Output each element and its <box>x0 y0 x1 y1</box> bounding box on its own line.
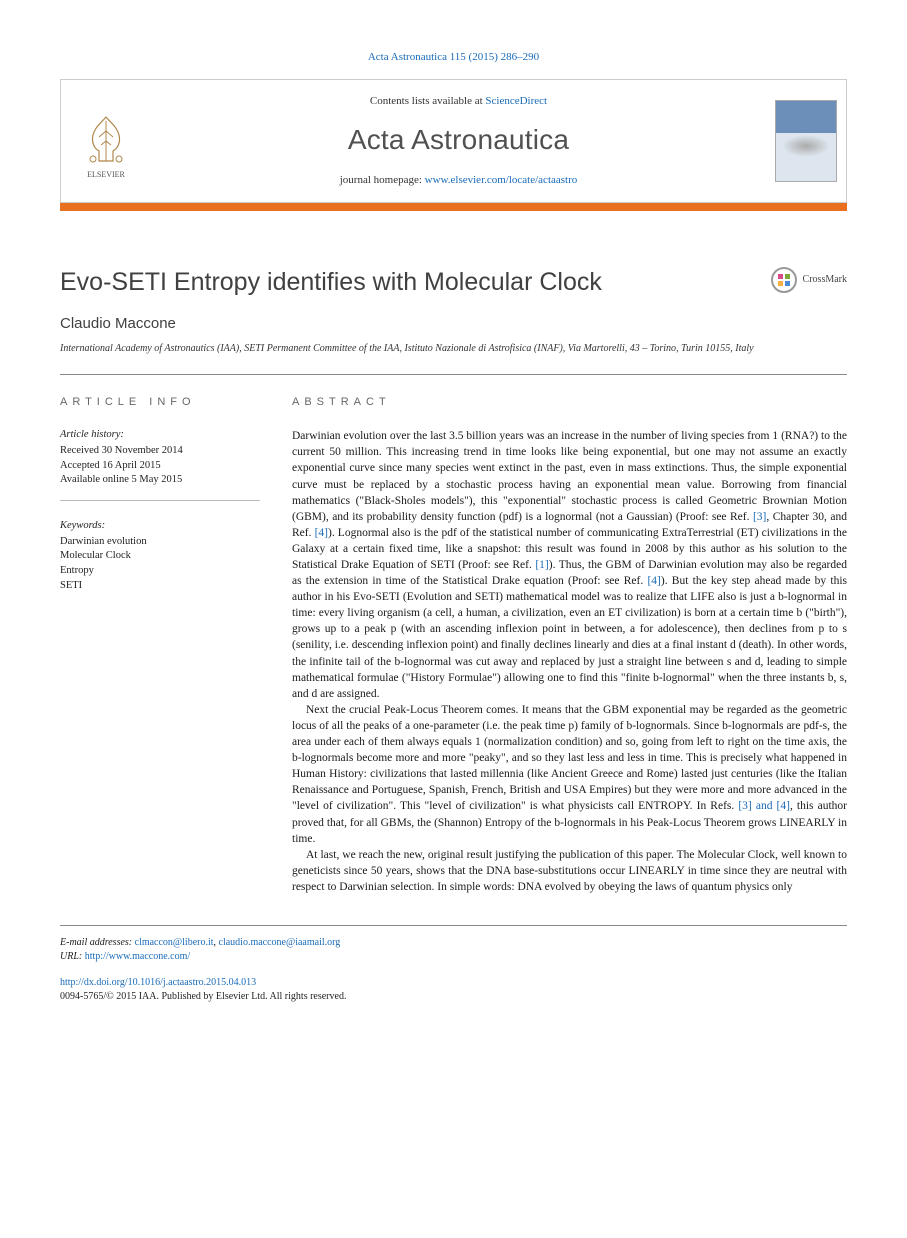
email-label: E-mail addresses: <box>60 937 135 948</box>
publisher-name: ELSEVIER <box>87 169 125 180</box>
crossmark-label: CrossMark <box>803 273 847 287</box>
author-url-link[interactable]: http://www.maccone.com/ <box>85 951 190 962</box>
accent-bar <box>60 203 847 211</box>
url-line: URL: http://www.maccone.com/ <box>60 950 847 964</box>
citation-link[interactable]: Acta Astronautica 115 (2015) 286–290 <box>368 51 539 63</box>
author-affiliation: International Academy of Astronautics (I… <box>60 342 847 356</box>
ref-link[interactable]: [1] <box>535 559 548 571</box>
article-info-heading: ARTICLE INFO <box>60 395 260 410</box>
section-divider <box>60 374 847 375</box>
abstract-para-3: At last, we reach the new, original resu… <box>292 847 847 895</box>
sciencedirect-link[interactable]: ScienceDirect <box>485 95 547 107</box>
keyword-item: Darwinian evolution <box>60 535 260 550</box>
ref-link[interactable]: [3] <box>753 511 766 523</box>
journal-homepage-link[interactable]: www.elsevier.com/locate/actaastro <box>425 174 578 186</box>
author-email-link[interactable]: clmaccon@libero.it <box>135 937 214 948</box>
article-history: Article history: Received 30 November 20… <box>60 428 260 501</box>
crossmark-widget[interactable]: CrossMark <box>771 267 847 293</box>
keyword-item: SETI <box>60 579 260 594</box>
history-online: Available online 5 May 2015 <box>60 473 260 488</box>
doi-line: http://dx.doi.org/10.1016/j.actaastro.20… <box>60 976 847 990</box>
history-label: Article history: <box>60 428 260 443</box>
top-citation: Acta Astronautica 115 (2015) 286–290 <box>60 50 847 65</box>
keyword-item: Entropy <box>60 564 260 579</box>
elsevier-logo: ELSEVIER <box>72 102 140 180</box>
abstract-body: Darwinian evolution over the last 3.5 bi… <box>292 428 847 895</box>
copyright-line: 0094-5765/© 2015 IAA. Published by Elsev… <box>60 990 847 1004</box>
abstract-para-2: Next the crucial Peak-Locus Theorem come… <box>292 702 847 847</box>
publisher-logo-cell: ELSEVIER <box>61 80 151 202</box>
ref-link[interactable]: [4] <box>315 527 328 539</box>
article-title: Evo-SETI Entropy identifies with Molecul… <box>60 267 602 297</box>
elsevier-tree-icon <box>81 113 131 169</box>
author-name: Claudio Maccone <box>60 313 847 334</box>
crossmark-icon <box>771 267 797 293</box>
contents-available-line: Contents lists available at ScienceDirec… <box>159 94 758 109</box>
doi-link[interactable]: http://dx.doi.org/10.1016/j.actaastro.20… <box>60 977 256 988</box>
url-label: URL: <box>60 951 85 962</box>
journal-homepage-line: journal homepage: www.elsevier.com/locat… <box>159 173 758 188</box>
abstract-para-1: Darwinian evolution over the last 3.5 bi… <box>292 428 847 702</box>
abstract-heading: ABSTRACT <box>292 395 847 410</box>
journal-cover-cell <box>766 80 846 202</box>
journal-cover-thumbnail <box>775 100 837 182</box>
author-email-link[interactable]: claudio.maccone@iaamail.org <box>219 937 341 948</box>
ref-link[interactable]: [3] and [4] <box>738 800 790 812</box>
email-line: E-mail addresses: clmaccon@libero.it, cl… <box>60 936 847 950</box>
keywords-block: Keywords: Darwinian evolution Molecular … <box>60 519 260 593</box>
ref-link[interactable]: [4] <box>647 575 660 587</box>
history-accepted: Accepted 16 April 2015 <box>60 459 260 474</box>
contents-prefix: Contents lists available at <box>370 95 485 107</box>
keywords-label: Keywords: <box>60 519 260 534</box>
journal-name: Acta Astronautica <box>159 120 758 159</box>
homepage-prefix: journal homepage: <box>340 174 425 186</box>
history-received: Received 30 November 2014 <box>60 444 260 459</box>
journal-masthead: ELSEVIER Contents lists available at Sci… <box>60 79 847 203</box>
keyword-item: Molecular Clock <box>60 549 260 564</box>
article-footer: E-mail addresses: clmaccon@libero.it, cl… <box>60 925 847 1004</box>
